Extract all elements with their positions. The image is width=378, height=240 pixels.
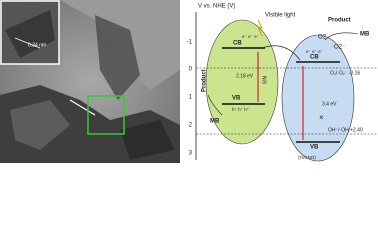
band-label: CB bbox=[310, 55, 319, 61]
tem-particle bbox=[10, 100, 70, 150]
lattice-marker bbox=[14, 37, 41, 49]
material-label: NiS bbox=[261, 76, 267, 85]
highlight-box bbox=[87, 95, 125, 135]
transfer-arrow bbox=[261, 45, 301, 61]
arrow bbox=[69, 99, 96, 116]
potential-label: O₂/·O₂⁻ -0.16 bbox=[330, 70, 360, 76]
reaction-arrow bbox=[324, 32, 359, 41]
electrons: e⁻ e⁻ e⁻ bbox=[242, 34, 260, 39]
tem-inset-particle bbox=[5, 10, 55, 58]
mb-label: MB bbox=[210, 119, 220, 125]
axis-tick: 3 bbox=[189, 151, 193, 157]
tem-particle bbox=[95, 15, 140, 100]
axis-tick: 2 bbox=[189, 123, 193, 129]
electrons: e⁻ e⁻ e⁻ bbox=[306, 49, 324, 54]
axis-tick: 0 bbox=[189, 67, 193, 73]
axis-label: V vs. NHE (V) bbox=[198, 4, 235, 10]
axis-tick: -1 bbox=[187, 40, 193, 46]
radical-label: ·O2⁻ bbox=[332, 45, 345, 51]
material-label: (Ti/CNO) bbox=[298, 155, 316, 160]
product-label: Product bbox=[202, 69, 208, 92]
tem-particle bbox=[120, 120, 175, 160]
light-label: Visible light bbox=[265, 13, 296, 19]
band-diagram: V vs. NHE (V) -1 0 1 2 3 O₂/·O₂⁻ -0.16 O… bbox=[187, 4, 378, 162]
o2-label: O2 bbox=[318, 35, 327, 41]
material-left bbox=[205, 19, 279, 145]
band-label: VB bbox=[310, 145, 319, 151]
blocked-mark: × bbox=[319, 113, 324, 122]
product-label: Product bbox=[328, 18, 351, 24]
axis-tick: 1 bbox=[189, 95, 193, 101]
gap-label: 3.4 eV bbox=[322, 101, 337, 107]
tem-image: 0.34 nm bbox=[0, 0, 180, 163]
band-label: CB bbox=[233, 41, 242, 47]
gap-label: 2.18 eV bbox=[236, 73, 254, 79]
holes: h⁺ h⁺ h⁺ bbox=[232, 107, 250, 112]
mb-label: MB bbox=[360, 32, 370, 38]
scale-label: 0.34 nm bbox=[28, 42, 46, 48]
light-bolt bbox=[257, 19, 263, 37]
potential-label: OH⁻/·OH +2.40 bbox=[328, 127, 363, 133]
reaction-arrow bbox=[207, 94, 223, 116]
band-label: VB bbox=[232, 96, 241, 102]
material-right bbox=[281, 34, 355, 162]
figure: 0.34 nm V vs. NHE (V) -1 0 1 2 3 O₂/·O₂⁻… bbox=[0, 0, 378, 163]
